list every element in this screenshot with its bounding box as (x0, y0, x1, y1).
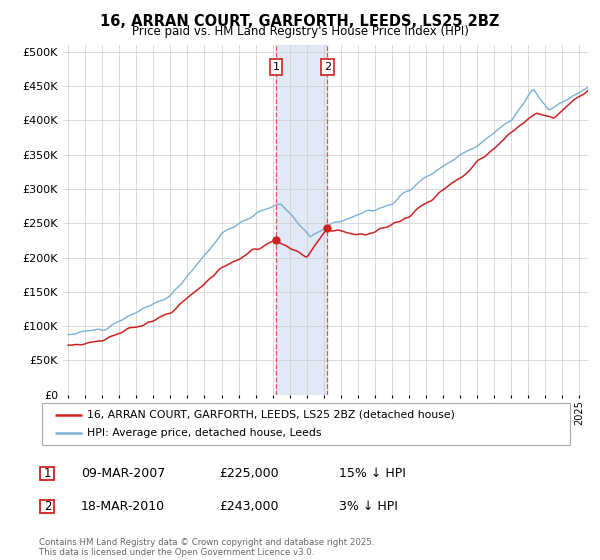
Text: 1: 1 (272, 62, 280, 72)
Text: 15% ↓ HPI: 15% ↓ HPI (339, 466, 406, 480)
Text: 16, ARRAN COURT, GARFORTH, LEEDS, LS25 2BZ (detached house): 16, ARRAN COURT, GARFORTH, LEEDS, LS25 2… (87, 410, 455, 420)
Text: 1: 1 (44, 466, 51, 480)
Text: HPI: Average price, detached house, Leeds: HPI: Average price, detached house, Leed… (87, 428, 322, 438)
Text: Contains HM Land Registry data © Crown copyright and database right 2025.
This d: Contains HM Land Registry data © Crown c… (39, 538, 374, 557)
FancyBboxPatch shape (40, 500, 55, 514)
Text: £243,000: £243,000 (219, 500, 278, 514)
Text: 09-MAR-2007: 09-MAR-2007 (81, 466, 165, 480)
FancyBboxPatch shape (42, 403, 570, 445)
Text: 2: 2 (44, 500, 51, 514)
Text: 3% ↓ HPI: 3% ↓ HPI (339, 500, 398, 514)
Text: 2: 2 (324, 62, 331, 72)
FancyBboxPatch shape (40, 466, 55, 480)
Text: 16, ARRAN COURT, GARFORTH, LEEDS, LS25 2BZ: 16, ARRAN COURT, GARFORTH, LEEDS, LS25 2… (100, 14, 500, 29)
Text: £225,000: £225,000 (219, 466, 278, 480)
Bar (276, 45, 328, 395)
Text: 18-MAR-2010: 18-MAR-2010 (81, 500, 165, 514)
Text: Price paid vs. HM Land Registry's House Price Index (HPI): Price paid vs. HM Land Registry's House … (131, 25, 469, 38)
